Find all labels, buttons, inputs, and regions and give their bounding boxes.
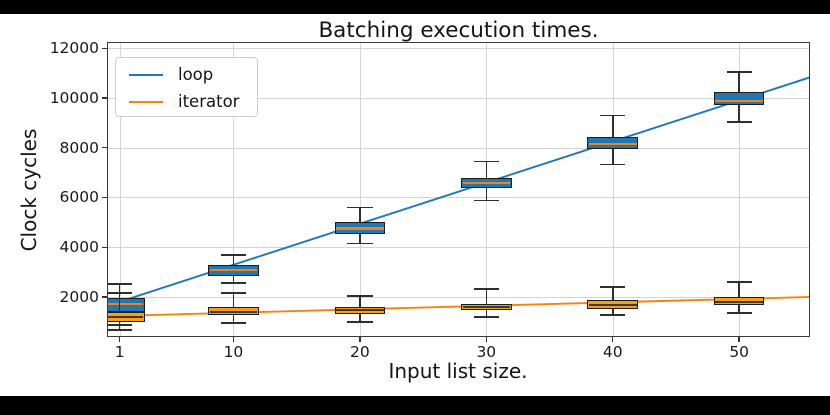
iterator-whisker-lower <box>738 304 740 313</box>
loop-whisker-upper <box>612 115 614 137</box>
loop-cap-upper <box>600 114 626 117</box>
iterator-whisker-lower <box>612 308 614 315</box>
loop-whisker-upper <box>118 284 121 298</box>
loop-cap-upper <box>107 283 133 285</box>
loop-whisker-upper <box>485 161 488 178</box>
loop-median <box>336 227 384 230</box>
iterator-whisker-upper <box>485 288 488 304</box>
gridline-horizontal <box>107 147 810 149</box>
y-tick-label: 12000 <box>49 39 99 58</box>
y-tick-label: 4000 <box>59 238 99 257</box>
loop-cap-lower <box>347 242 373 245</box>
loop-whisker-upper <box>738 71 740 92</box>
iterator-median <box>336 308 384 311</box>
gridline-horizontal <box>107 247 810 249</box>
loop-median <box>715 99 763 103</box>
iterator-median <box>209 310 258 313</box>
loop-median <box>209 268 258 272</box>
legend-line-sample-iterator <box>129 100 163 103</box>
loop-cap-upper <box>726 71 752 73</box>
x-tick-label: 1 <box>114 343 125 361</box>
chart-title: Batching execution times. <box>318 18 599 43</box>
iterator-median <box>462 305 511 308</box>
legend-label-loop: loop <box>178 65 214 84</box>
y-tick-label: 2000 <box>59 287 99 306</box>
loop-cap-lower <box>726 121 752 123</box>
iterator-cap-upper <box>107 292 133 294</box>
legend-item-iterator: iterator <box>129 88 257 115</box>
iterator-median <box>107 315 144 318</box>
iterator-cap-lower <box>473 316 499 318</box>
x-tick-mark <box>118 337 121 342</box>
loop-cap-lower <box>600 163 626 166</box>
iterator-whisker-lower <box>232 314 235 324</box>
loop-whisker-lower <box>738 104 740 122</box>
loop-whisker-lower <box>232 276 235 283</box>
legend-label-iterator: iterator <box>178 92 240 111</box>
x-tick-label: 50 <box>729 343 750 361</box>
loop-whisker-upper <box>232 254 235 265</box>
x-tick-mark <box>612 337 614 342</box>
iterator-whisker-upper <box>232 292 235 307</box>
legend-line-sample-loop <box>129 73 163 76</box>
iterator-cap-upper <box>726 281 752 283</box>
gridline-horizontal <box>107 97 810 99</box>
gridline-vertical <box>119 42 121 337</box>
loop-box <box>713 91 765 105</box>
gridline-horizontal <box>107 48 810 50</box>
x-tick-mark <box>738 337 740 342</box>
loop-whisker-upper <box>359 207 361 223</box>
gridline-vertical <box>359 42 361 337</box>
y-tick-label: 8000 <box>59 138 99 157</box>
iterator-whisker-lower <box>359 313 361 322</box>
loop-cap-lower <box>107 329 133 331</box>
gridline-horizontal <box>107 296 810 298</box>
iterator-whisker-upper <box>738 282 740 297</box>
loop-whisker-lower <box>359 233 361 244</box>
loop-median <box>462 181 511 184</box>
y-axis-label: Clock cycles <box>17 128 41 252</box>
x-axis-label: Input list size. <box>388 359 528 383</box>
iterator-whisker-upper <box>612 287 614 300</box>
iterator-cap-upper <box>347 295 373 297</box>
loop-cap-upper <box>220 254 247 256</box>
iterator-cap-upper <box>473 288 499 290</box>
iterator-cap-upper <box>220 292 247 294</box>
gridline-vertical <box>739 42 741 337</box>
y-tick-label: 6000 <box>59 188 99 207</box>
x-tick-label: 10 <box>223 343 244 361</box>
loop-cap-upper <box>347 206 373 209</box>
boxplot-layer <box>107 42 810 337</box>
iterator-cap-lower <box>107 324 133 326</box>
gridline-horizontal <box>107 197 810 199</box>
iterator-whisker-upper <box>359 295 361 307</box>
loop-cap-lower <box>220 282 247 284</box>
iterator-whisker-upper <box>118 292 121 312</box>
loop-cap-lower <box>473 199 499 202</box>
matplotlib-figure: Batching execution times. Clock cycles 2… <box>0 14 830 396</box>
iterator-cap-lower <box>347 321 373 323</box>
iterator-cap-upper <box>600 286 626 288</box>
iterator-whisker-lower <box>485 309 488 317</box>
legend-item-loop: loop <box>129 61 257 88</box>
iterator-median <box>588 303 637 306</box>
x-tick-mark <box>485 337 487 342</box>
iterator-cap-lower <box>600 314 626 316</box>
loop-median <box>588 142 637 145</box>
gridline-vertical <box>233 42 235 337</box>
y-tick-label: 10000 <box>49 88 99 107</box>
loop-cap-upper <box>473 160 499 163</box>
loop-whisker-lower <box>612 148 614 165</box>
iterator-whisker-lower <box>118 321 121 325</box>
loop-median <box>107 302 144 305</box>
x-tick-mark <box>232 337 235 342</box>
loop-whisker-lower <box>485 187 488 201</box>
legend: loop iterator <box>115 57 258 117</box>
x-tick-mark <box>359 337 361 342</box>
iterator-cap-lower <box>220 322 247 324</box>
iterator-median <box>715 300 763 304</box>
iterator-cap-lower <box>726 312 752 314</box>
gridline-vertical <box>612 42 614 337</box>
